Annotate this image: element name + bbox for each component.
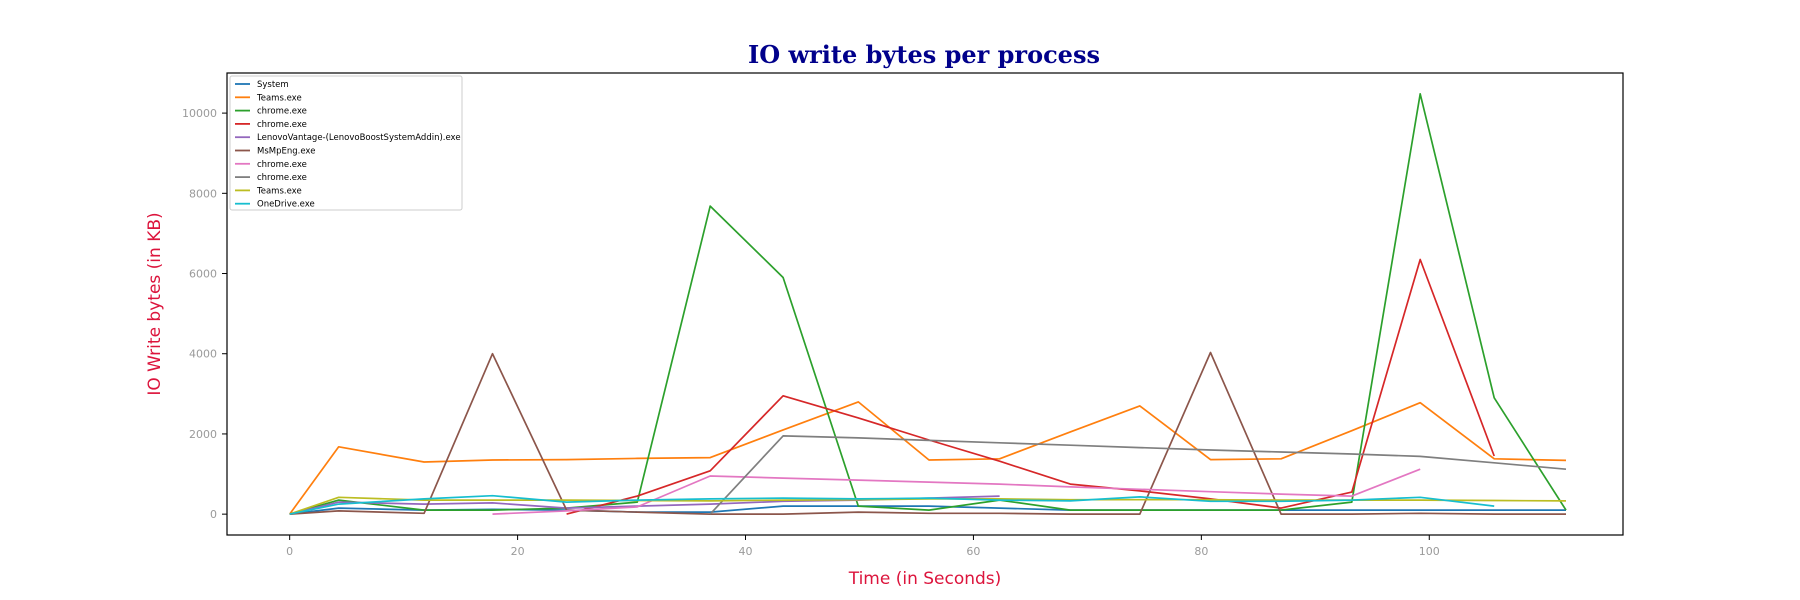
legend-entry: MsMpEng.exe [257, 147, 315, 157]
x-tick-label: 40 [739, 545, 753, 558]
legend-box [229, 75, 463, 211]
series-line-4 [566, 258, 1495, 515]
x-tick-label: 60 [966, 545, 980, 558]
y-tick-label: 10000 [182, 107, 217, 120]
series-line-8 [709, 435, 1567, 515]
legend-entry: OneDrive.exe [257, 200, 315, 210]
y-tick-label: 6000 [189, 268, 217, 281]
series-line-2 [289, 401, 1567, 515]
legend-entry: Teams.exe [256, 93, 302, 103]
legend-entry: System [257, 80, 289, 90]
series-line-10 [289, 494, 1495, 515]
legend-entry: chrome.exe [257, 120, 307, 130]
y-tick-label: 8000 [189, 187, 217, 200]
chart-title: IO write bytes per process [748, 40, 1100, 69]
plot-frame [226, 72, 1624, 536]
legend-entry: chrome.exe [257, 160, 307, 170]
axis-ticks: 0 20 40 60 80 100 0 2000 4000 6000 8000 10000 [182, 107, 1440, 558]
y-tick-label: 4000 [189, 348, 217, 361]
x-tick-label: 0 [286, 545, 293, 558]
legend: System Teams.exe chrome.exe chrome.exe Lenov… [229, 75, 463, 211]
series-line-6 [289, 351, 1566, 515]
series-line-3 [289, 93, 1567, 515]
x-tick-label: 80 [1194, 545, 1208, 558]
x-tick-label: 20 [511, 545, 525, 558]
series-lines [289, 93, 1567, 515]
legend-entry: LenovoVantage-(LenovoBoostSystemAddin).e… [257, 133, 461, 143]
y-axis-label: IO Write bytes (in KB) [145, 212, 165, 395]
legend-entry: Teams.exe [256, 186, 302, 196]
x-axis-label: Time (in Seconds) [848, 569, 1002, 589]
series-line-7 [492, 468, 1421, 515]
y-tick-label: 2000 [189, 428, 217, 441]
y-tick-label: 0 [210, 508, 217, 521]
x-tick-label: 100 [1419, 545, 1440, 558]
legend-entry: chrome.exe [257, 173, 307, 183]
legend-entry: chrome.exe [257, 107, 307, 117]
